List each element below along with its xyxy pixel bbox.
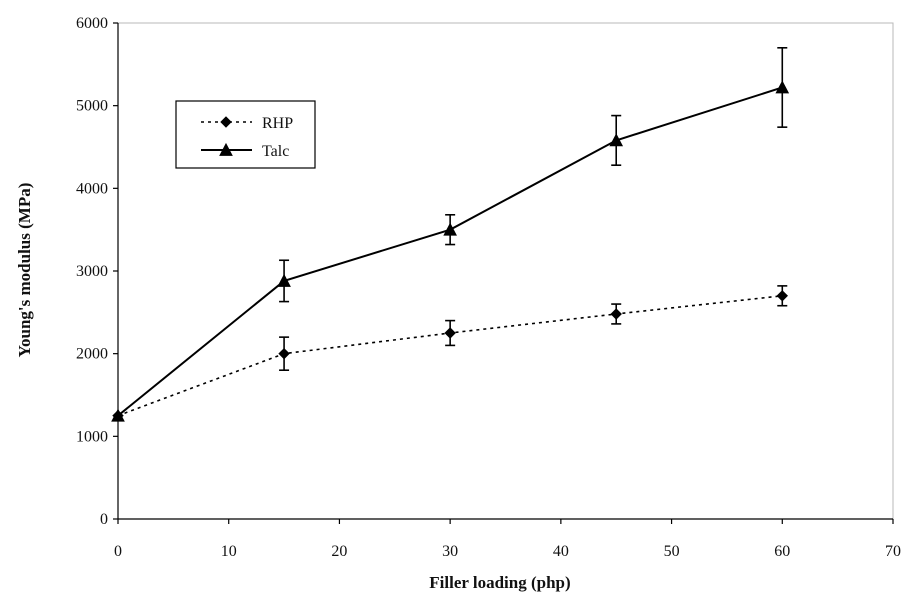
y-axis-title: Young's modulus (MPa) xyxy=(15,183,34,358)
talc-marker xyxy=(443,222,457,236)
plot-area xyxy=(117,22,894,520)
talc-marker xyxy=(609,133,624,147)
y-tick-label: 0 xyxy=(100,511,108,528)
x-tick-label: 30 xyxy=(442,543,458,560)
y-tick-label: 1000 xyxy=(76,428,108,445)
x-tick-label: 20 xyxy=(331,543,347,560)
rhp-legend-label: RHP xyxy=(262,115,293,132)
rhp-marker xyxy=(444,327,456,339)
y-tick-label: 2000 xyxy=(76,346,108,363)
rhp-marker xyxy=(278,347,290,360)
x-tick-label: 10 xyxy=(221,543,237,560)
x-axis: 0 10 20 30 40 50 60 70 xyxy=(114,518,901,560)
legend-box xyxy=(175,100,316,169)
x-tick-label: 70 xyxy=(885,543,901,560)
plot-layer xyxy=(117,22,894,520)
rhp-marker xyxy=(610,308,622,320)
talc-marker xyxy=(277,273,291,287)
x-tick-label: 0 xyxy=(114,543,122,560)
y-tick-label: 4000 xyxy=(76,180,108,197)
legend: RHP Talc xyxy=(175,100,316,169)
rhp-legend-marker xyxy=(220,116,232,128)
x-tick-label: 50 xyxy=(664,543,680,560)
y-tick-label: 3000 xyxy=(76,263,108,280)
talc-marker xyxy=(111,408,125,422)
series-layer xyxy=(111,46,790,422)
x-tick-label: 40 xyxy=(553,543,569,560)
y-axis: 0 1000 2000 3000 4000 5000 6000 xyxy=(76,15,119,528)
x-axis-title: Filler loading (php) xyxy=(429,573,570,592)
y-tick-label: 6000 xyxy=(76,15,108,32)
x-tick-label: 60 xyxy=(774,543,790,560)
talc-legend-marker xyxy=(219,142,233,156)
talc-marker xyxy=(775,80,790,94)
talc-legend-label: Talc xyxy=(262,143,289,160)
y-tick-label: 5000 xyxy=(76,98,108,115)
rhp-marker xyxy=(776,290,788,302)
